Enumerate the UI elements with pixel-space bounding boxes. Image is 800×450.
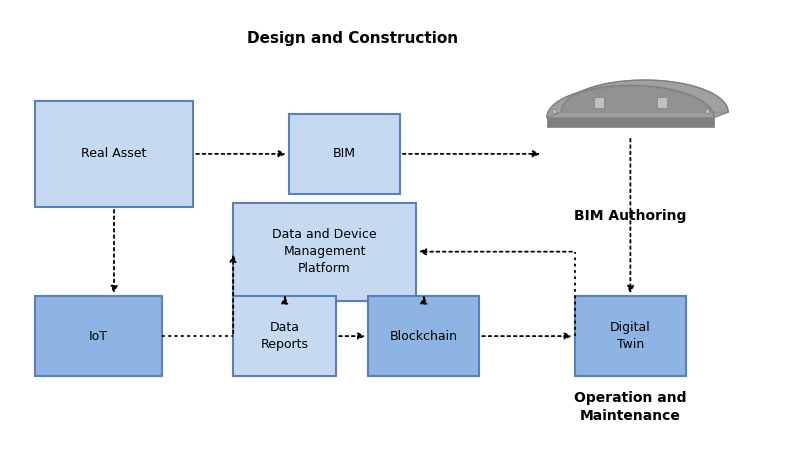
Polygon shape	[547, 112, 728, 117]
FancyBboxPatch shape	[657, 97, 667, 108]
FancyBboxPatch shape	[34, 296, 162, 376]
Text: Digital
Twin: Digital Twin	[610, 321, 650, 351]
Text: Data
Reports: Data Reports	[261, 321, 309, 351]
Text: Data and Device
Management
Platform: Data and Device Management Platform	[272, 228, 377, 275]
FancyBboxPatch shape	[574, 296, 686, 376]
Text: Real Asset: Real Asset	[82, 148, 146, 160]
Text: BIM: BIM	[333, 148, 356, 160]
FancyBboxPatch shape	[705, 109, 709, 113]
FancyBboxPatch shape	[289, 114, 400, 194]
FancyBboxPatch shape	[368, 296, 479, 376]
Text: BIM Authoring: BIM Authoring	[574, 209, 686, 223]
FancyBboxPatch shape	[552, 109, 556, 113]
FancyBboxPatch shape	[547, 117, 714, 127]
Text: Design and Construction: Design and Construction	[246, 31, 458, 46]
Text: Operation and
Maintenance: Operation and Maintenance	[574, 391, 686, 423]
Polygon shape	[547, 80, 728, 117]
Text: Blockchain: Blockchain	[390, 329, 458, 342]
FancyBboxPatch shape	[34, 100, 194, 207]
Text: IoT: IoT	[89, 329, 108, 342]
FancyBboxPatch shape	[233, 203, 416, 301]
FancyBboxPatch shape	[233, 296, 337, 376]
FancyBboxPatch shape	[594, 97, 604, 108]
